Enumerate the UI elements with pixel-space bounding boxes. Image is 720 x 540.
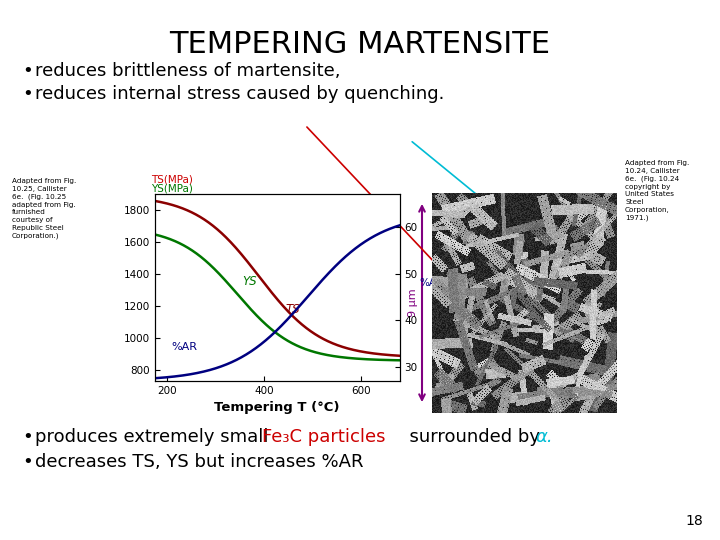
Text: YS: YS	[242, 275, 257, 288]
Text: •: •	[22, 62, 32, 80]
X-axis label: Tempering T (°C): Tempering T (°C)	[215, 401, 340, 414]
Text: reduces internal stress caused by quenching.: reduces internal stress caused by quench…	[35, 85, 444, 103]
Text: TEMPERING MARTENSITE: TEMPERING MARTENSITE	[169, 30, 551, 59]
Text: YS(MPa): YS(MPa)	[151, 183, 193, 193]
Text: produces extremely small: produces extremely small	[35, 428, 280, 446]
Text: TS(MPa): TS(MPa)	[151, 174, 193, 185]
Text: 9 μm: 9 μm	[408, 289, 418, 318]
Text: %AR: %AR	[172, 342, 198, 352]
Text: surrounded by: surrounded by	[398, 428, 552, 446]
Text: Fe₃C particles: Fe₃C particles	[262, 428, 385, 446]
Text: decreases TS, YS but increases %AR: decreases TS, YS but increases %AR	[35, 453, 364, 471]
Text: TS: TS	[286, 303, 300, 316]
Text: α.: α.	[535, 428, 553, 446]
Text: •: •	[22, 428, 32, 446]
Text: 18: 18	[685, 514, 703, 528]
Text: Adapted from Fig.
10.24, Callister
6e.  (Fig. 10.24
copyright by
United States
S: Adapted from Fig. 10.24, Callister 6e. (…	[625, 160, 689, 221]
Text: reduces brittleness of martensite,: reduces brittleness of martensite,	[35, 62, 341, 80]
Text: Adapted from Fig.
10.25, Callister
6e.  (Fig. 10.25
adapted from Fig.
furnished
: Adapted from Fig. 10.25, Callister 6e. (…	[12, 178, 76, 239]
Text: %AR: %AR	[419, 278, 444, 288]
Text: •: •	[22, 453, 32, 471]
Text: •: •	[22, 85, 32, 103]
